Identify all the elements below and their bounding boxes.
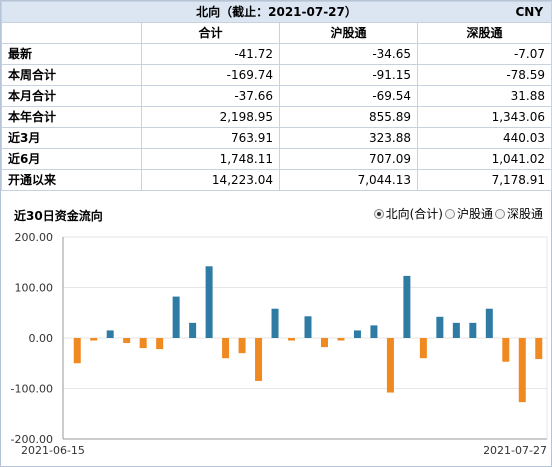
cell-shenzhen: 440.03 (416, 127, 552, 149)
row-label: 本月合计 (1, 85, 142, 107)
cell-shenzhen: 1,041.02 (416, 148, 552, 170)
table-title: 北向（截止：2021-07-27） (196, 5, 357, 19)
bar (469, 322, 477, 338)
row-label: 开通以来 (1, 169, 142, 191)
table-row: 近6月 1,748.11 707.09 1,041.02 (1, 148, 552, 170)
table-row: 本周合计 -169.74 -91.15 -78.59 (1, 64, 552, 86)
bar (370, 325, 378, 338)
row-label: 本周合计 (1, 64, 142, 86)
bar (337, 338, 345, 341)
radio-icon (373, 208, 384, 219)
flow-bar-chart: 200.00 100.00 0.00 -100.00 -200.002021-06-15… (11, 231, 548, 457)
cell-total: 2,198.95 (141, 106, 280, 128)
radio-shenzhen[interactable]: 深股通 (494, 205, 543, 222)
y-tick-label: 0.00 (29, 332, 54, 345)
cell-total: -169.74 (141, 64, 280, 86)
header-shanghai: 沪股通 (279, 22, 418, 44)
bar (403, 275, 411, 338)
bar (288, 338, 296, 341)
bar (238, 338, 246, 354)
cell-total: 14,223.04 (141, 169, 280, 191)
radio-icon (494, 208, 505, 219)
bar (386, 338, 394, 393)
bar (419, 338, 427, 359)
table-row: 开通以来 14,223.04 7,044.13 7,178.91 (1, 169, 552, 191)
cell-shenzhen: -7.07 (416, 43, 552, 65)
radio-shanghai[interactable]: 沪股通 (444, 205, 493, 222)
table-title-cell: 北向（截止：2021-07-27） CNY (0, 1, 552, 23)
cell-total: 763.91 (141, 127, 280, 149)
row-label: 本年合计 (1, 106, 142, 128)
table-row: 最新 -41.72 -34.65 -7.07 (1, 43, 552, 65)
cell-shenzhen: 1,343.06 (416, 106, 552, 128)
cell-shanghai: -69.54 (279, 85, 418, 107)
bar (139, 338, 147, 349)
bar (90, 338, 98, 341)
bar (271, 308, 279, 338)
chart-title: 近30日资金流向 (14, 209, 103, 223)
bar (502, 338, 510, 362)
radio-label: 北向(合计) (385, 207, 443, 221)
header-shenzhen: 深股通 (416, 22, 552, 44)
bar (73, 338, 81, 364)
cell-total: 1,748.11 (141, 148, 280, 170)
header-blank (1, 22, 142, 44)
y-tick-label: 100.00 (15, 282, 54, 295)
x-end-label: 2021-07-27 (483, 444, 547, 457)
series-radio-group: 北向(合计) 沪股通 深股通 (373, 205, 543, 222)
radio-label: 沪股通 (456, 207, 493, 221)
bar (172, 296, 180, 338)
bar (452, 322, 460, 338)
bar (106, 330, 114, 338)
bar (156, 338, 164, 350)
cell-shenzhen: -78.59 (416, 64, 552, 86)
y-tick-label: 200.00 (15, 231, 54, 244)
bar (189, 322, 197, 338)
table-title-row: 北向（截止：2021-07-27） CNY (0, 1, 552, 23)
radio-icon (444, 208, 455, 219)
cell-shanghai: -34.65 (279, 43, 418, 65)
radio-label: 深股通 (506, 207, 543, 221)
currency-label: CNY (515, 5, 544, 19)
bar (123, 338, 131, 344)
header-total: 合计 (141, 22, 280, 44)
cell-total: -41.72 (141, 43, 280, 65)
x-start-label: 2021-06-15 (21, 444, 85, 457)
table-row: 本年合计 2,198.95 855.89 1,343.06 (1, 106, 552, 128)
bar (353, 330, 361, 338)
y-tick-label: -200.00 (11, 433, 53, 446)
row-label: 近6月 (1, 148, 142, 170)
flow-summary-table: 北向（截止：2021-07-27） CNY 合计 沪股通 深股通 最新 -41.7… (0, 1, 552, 191)
bar (222, 338, 230, 359)
cell-shanghai: 323.88 (279, 127, 418, 149)
cell-shanghai: 707.09 (279, 148, 418, 170)
table-header-row: 合计 沪股通 深股通 (1, 22, 552, 44)
cell-shanghai: -91.15 (279, 64, 418, 86)
bar (304, 316, 312, 338)
row-label: 最新 (1, 43, 142, 65)
cell-shanghai: 855.89 (279, 106, 418, 128)
cell-total: -37.66 (141, 85, 280, 107)
cell-shenzhen: 7,178.91 (416, 169, 552, 191)
bar (255, 338, 263, 381)
bar (535, 338, 543, 360)
bar (205, 266, 213, 338)
cell-shanghai: 7,044.13 (279, 169, 418, 191)
radio-north-total[interactable]: 北向(合计) (373, 205, 443, 222)
bar (485, 308, 493, 338)
cell-shenzhen: 31.88 (416, 85, 552, 107)
bar (436, 316, 444, 338)
table-row: 近3月 763.91 323.88 440.03 (1, 127, 552, 149)
y-tick-label: -100.00 (11, 383, 53, 396)
bar (320, 338, 328, 348)
row-label: 近3月 (1, 127, 142, 149)
bar (518, 338, 526, 403)
table-row: 本月合计 -37.66 -69.54 31.88 (1, 85, 552, 107)
